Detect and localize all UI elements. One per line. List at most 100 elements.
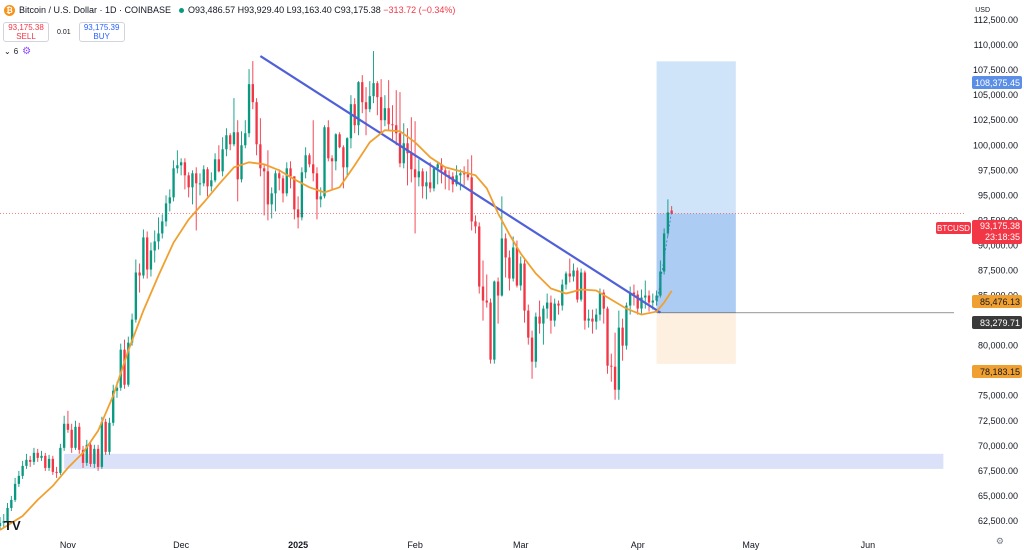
- candle-body: [519, 263, 522, 286]
- candle-body: [213, 159, 217, 181]
- candle-body: [244, 133, 247, 146]
- y-tick-label: 112,500.00: [974, 15, 1018, 25]
- candle-body: [44, 455, 47, 468]
- last-price-label: 93,175.38 23:18:35: [972, 220, 1022, 244]
- candle-body: [549, 302, 553, 321]
- candle-body: [206, 169, 209, 187]
- ohlc-low: L93,163.40: [286, 5, 332, 15]
- candle-body: [478, 226, 481, 287]
- candle-body: [130, 319, 134, 343]
- candle-body: [662, 233, 666, 272]
- candle-body: [383, 108, 387, 121]
- candle-body: [183, 162, 187, 176]
- candle-body: [289, 168, 292, 177]
- candle-body: [262, 168, 266, 172]
- candle-body: [327, 127, 330, 159]
- candle-body: [474, 221, 477, 227]
- buy-button[interactable]: 93,175.39 BUY: [78, 22, 125, 42]
- candle-body: [6, 507, 9, 521]
- candle-body: [527, 310, 530, 338]
- symbol-title[interactable]: Bitcoin / U.S. Dollar · 1D · COINBASE: [19, 5, 172, 15]
- candle-body: [364, 102, 368, 110]
- candle-body: [247, 84, 251, 134]
- candle-body: [534, 316, 537, 362]
- candle-body: [353, 104, 356, 126]
- candle-body: [2, 520, 5, 523]
- entry-price-label: 83,279.71: [972, 316, 1022, 329]
- candle-body: [17, 475, 21, 484]
- candle-body: [455, 175, 458, 185]
- candle-body: [553, 303, 556, 321]
- sell-button[interactable]: 93,175.38 SELL: [3, 22, 49, 42]
- candle-body: [395, 125, 398, 134]
- currency-label[interactable]: USD: [975, 7, 990, 14]
- candle-body: [406, 143, 409, 154]
- candle-body: [379, 97, 383, 121]
- candle-body: [523, 263, 526, 311]
- candle-body: [436, 164, 439, 169]
- y-tick-label: 90,000.00: [978, 240, 1018, 250]
- bar-countdown: 23:18:35: [984, 232, 1020, 242]
- candle-body: [666, 212, 670, 234]
- last-price-value: 93,175.38: [979, 221, 1020, 231]
- candle-body: [391, 124, 394, 126]
- tradingview-logo-icon[interactable]: TV: [4, 518, 21, 533]
- x-tick-label: Mar: [513, 540, 529, 550]
- candle-body: [198, 183, 202, 185]
- y-tick-label: 110,000.00: [974, 40, 1018, 50]
- symbol-tag: BTCUSD: [936, 222, 971, 234]
- y-tick-label: 95,000.00: [978, 190, 1018, 200]
- x-tick-label: May: [742, 540, 760, 550]
- candle-body: [293, 176, 296, 210]
- candle-body: [349, 104, 353, 139]
- candle-body: [493, 281, 496, 360]
- candle-body: [591, 318, 594, 322]
- ohlc-change: −313.72 (−0.34%): [383, 5, 456, 15]
- candle-body: [164, 203, 168, 222]
- candle-body: [357, 82, 360, 126]
- candle-body: [270, 193, 273, 205]
- candle-body: [123, 349, 126, 385]
- candle-body: [644, 295, 647, 298]
- candle-body: [10, 499, 13, 508]
- x-tick-label: Feb: [407, 540, 423, 550]
- candle-body: [545, 302, 549, 309]
- bitcoin-icon: ₿: [4, 4, 15, 16]
- candle-body: [149, 250, 153, 270]
- candle-body: [217, 159, 221, 172]
- sell-price: 93,175.38: [8, 23, 44, 32]
- candle-body: [308, 155, 311, 165]
- candle-body: [515, 247, 519, 286]
- position-zones: [64, 61, 954, 469]
- candle-body: [330, 158, 334, 162]
- candle-body: [429, 182, 432, 189]
- candle-body: [281, 178, 285, 194]
- x-tick-label: Apr: [631, 540, 645, 550]
- buy-label: BUY: [93, 32, 110, 41]
- candle-body: [606, 308, 609, 366]
- candle-body: [557, 303, 560, 306]
- candle-body: [191, 173, 194, 188]
- indicators-toggle[interactable]: ⌄ 6 ⚙: [4, 46, 31, 57]
- x-tick-label: Jun: [861, 540, 876, 550]
- candle-body: [572, 270, 575, 277]
- chevron-down-icon: ⌄: [4, 47, 11, 56]
- candle-body: [315, 173, 319, 200]
- candle-body: [440, 164, 443, 171]
- target-price-label: 108,375.45: [972, 76, 1022, 89]
- candle-body: [78, 426, 81, 450]
- candle-body: [179, 162, 183, 166]
- indicator-settings-icon[interactable]: ⚙: [22, 46, 32, 57]
- candle-body: [259, 144, 262, 169]
- candle-body: [628, 292, 632, 306]
- candle-body: [587, 318, 590, 321]
- candle-body: [647, 295, 651, 303]
- indicator-count: 6: [13, 47, 19, 56]
- candle-body: [640, 297, 643, 309]
- candle-body: [229, 135, 232, 145]
- chart-settings-icon[interactable]: ⚙: [995, 536, 1004, 546]
- candle-body: [47, 458, 51, 468]
- candle-body: [221, 149, 224, 172]
- candle-body: [266, 171, 270, 205]
